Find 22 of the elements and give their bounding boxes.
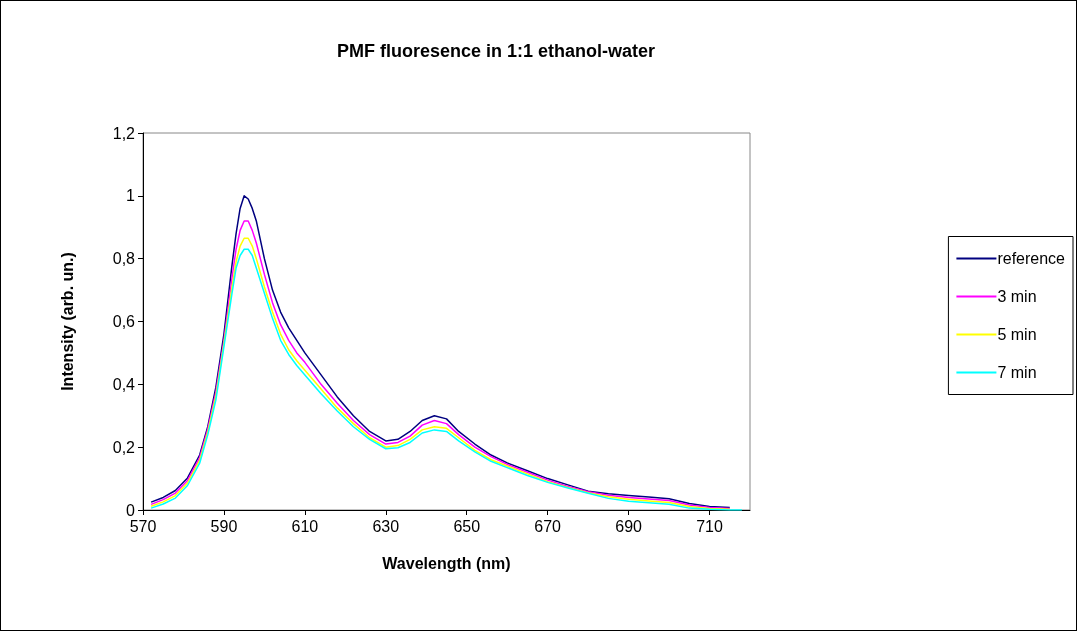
- legend-label: 7 min: [997, 364, 1037, 381]
- y-tick-label: 1: [126, 187, 136, 205]
- x-tick-label: 690: [615, 517, 643, 535]
- chart-title: PMF fluoresence in 1:1 ethanol-water: [336, 41, 656, 61]
- y-tick-label: 0,6: [112, 313, 136, 330]
- y-tick-label: 0: [126, 501, 136, 519]
- x-tick-label: 610: [291, 517, 319, 535]
- x-tick-label: 630: [372, 517, 400, 535]
- y-axis-title: Intensity (arb. un.): [58, 252, 76, 391]
- legend-label: 5 min: [997, 326, 1037, 343]
- legend-label: 3 min: [997, 288, 1037, 305]
- y-tick-label: 1,2: [112, 124, 136, 142]
- x-tick-label: 710: [696, 517, 723, 535]
- x-tick-label: 590: [210, 517, 238, 535]
- x-axis-title: Wavelength (nm): [382, 554, 511, 572]
- x-tick-label: 570: [129, 517, 157, 535]
- x-tick-label: 650: [453, 517, 481, 535]
- x-tick-label: 670: [534, 517, 562, 535]
- y-tick-label: 0,4: [112, 375, 136, 393]
- y-tick-label: 0,2: [112, 438, 136, 456]
- legend-label: reference: [997, 250, 1066, 267]
- y-tick-label: 0,8: [112, 250, 136, 268]
